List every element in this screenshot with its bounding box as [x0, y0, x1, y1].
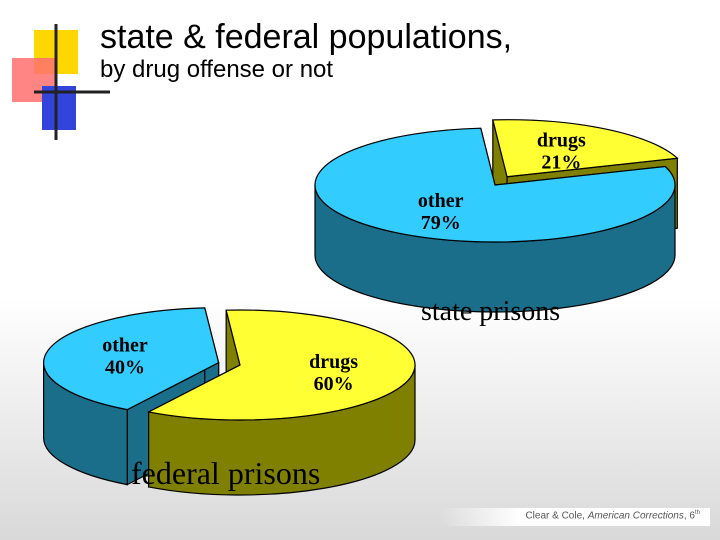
federal-drugs-value-label: 60% — [314, 373, 354, 395]
credit-bar — [440, 508, 710, 526]
slide-subtitle: by drug offense or not — [100, 56, 334, 83]
credit-author: Clear & Cole, — [525, 510, 588, 522]
federal-other-value-label: 40% — [105, 357, 145, 379]
state-other-slice — [314, 127, 676, 243]
state-prisons-caption: state prisons — [421, 296, 561, 327]
title-block: state & federal populations, by drug off… — [100, 18, 512, 84]
federal-drugs-label: drugs — [309, 351, 358, 373]
state-drugs-slice — [492, 119, 679, 178]
state-other-label: other — [418, 190, 464, 212]
state-drugs-label: drugs — [537, 130, 586, 152]
slide-title: state & federal populations, — [100, 18, 513, 56]
credit-edition-suffix: th — [694, 510, 700, 516]
state-drugs-value-label: 21% — [541, 152, 581, 174]
federal-drugs-slice — [146, 309, 416, 421]
federal-other-slice — [43, 307, 220, 411]
slide-logo — [12, 24, 110, 140]
federal-other-label: other — [102, 335, 148, 357]
state-other-value-label: 79% — [421, 212, 461, 234]
source-credit: Clear & Cole, American Corrections, 6th — [525, 510, 700, 521]
credit-book: American Corrections — [587, 510, 684, 522]
credit-edition: , 6 — [683, 510, 695, 522]
federal-prisons-caption: federal prisons — [131, 455, 321, 491]
